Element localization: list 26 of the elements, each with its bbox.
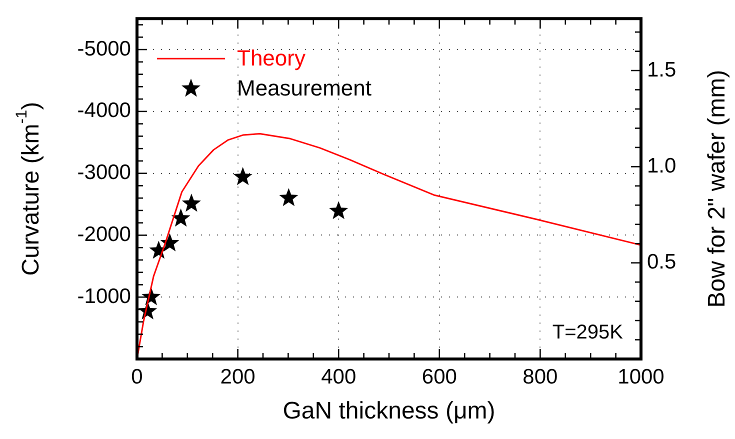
point <box>171 208 190 227</box>
x-tick-label: 0 <box>131 365 143 388</box>
x-tick-label: 800 <box>522 365 558 388</box>
y-tick-label: -3000 <box>77 161 131 184</box>
y2-tick-label: 0.5 <box>647 250 676 274</box>
x-axis-title: GaN thickness (μm) <box>282 398 496 425</box>
y-axis-title: Curvature (km-1) <box>14 102 45 276</box>
point <box>160 233 180 252</box>
x-tick-label: 1000 <box>618 365 664 388</box>
legend-label: Theory <box>237 46 306 71</box>
point <box>329 201 348 220</box>
y-tick-label: -4000 <box>77 99 131 122</box>
point <box>182 194 201 212</box>
y2-tick-label: 1.5 <box>647 58 676 82</box>
x-tick-label: 400 <box>321 365 356 388</box>
y-tick-label: -1000 <box>77 284 131 308</box>
legend-label: Measurement <box>237 76 372 101</box>
y-tick-label: -5000 <box>77 37 131 60</box>
annotation: T=295K <box>552 322 624 344</box>
x-tick-label: 600 <box>422 365 457 388</box>
x-tick-label: 200 <box>220 365 256 388</box>
y2-tick-label: 1.0 <box>647 154 676 178</box>
point <box>279 188 298 206</box>
y-tick-label: -2000 <box>77 223 131 246</box>
point <box>233 167 252 186</box>
y2-axis-title: Bow for 2" wafer (mm) <box>704 70 731 308</box>
